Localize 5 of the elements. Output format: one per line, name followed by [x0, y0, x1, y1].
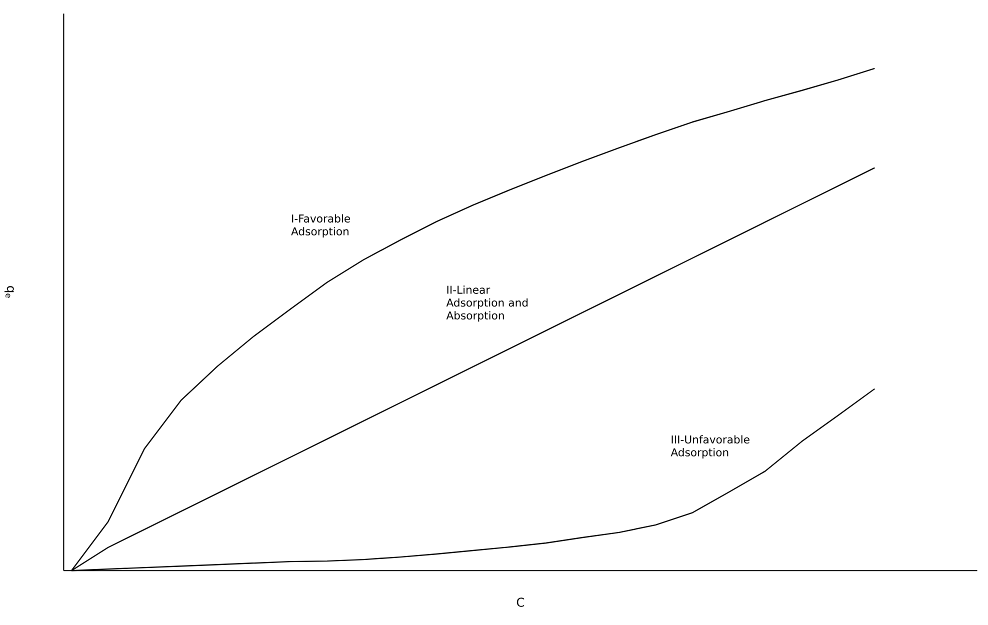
series-label: II-Linear Adsorption and Absorption [446, 285, 528, 322]
text: I-Favorable Adsorption [291, 214, 350, 238]
series-label: III-Unfavorable Adsorption [670, 435, 750, 458]
x-axis-title: C [516, 598, 524, 607]
y-axis-title: q$_{e}$ [4, 286, 14, 298]
